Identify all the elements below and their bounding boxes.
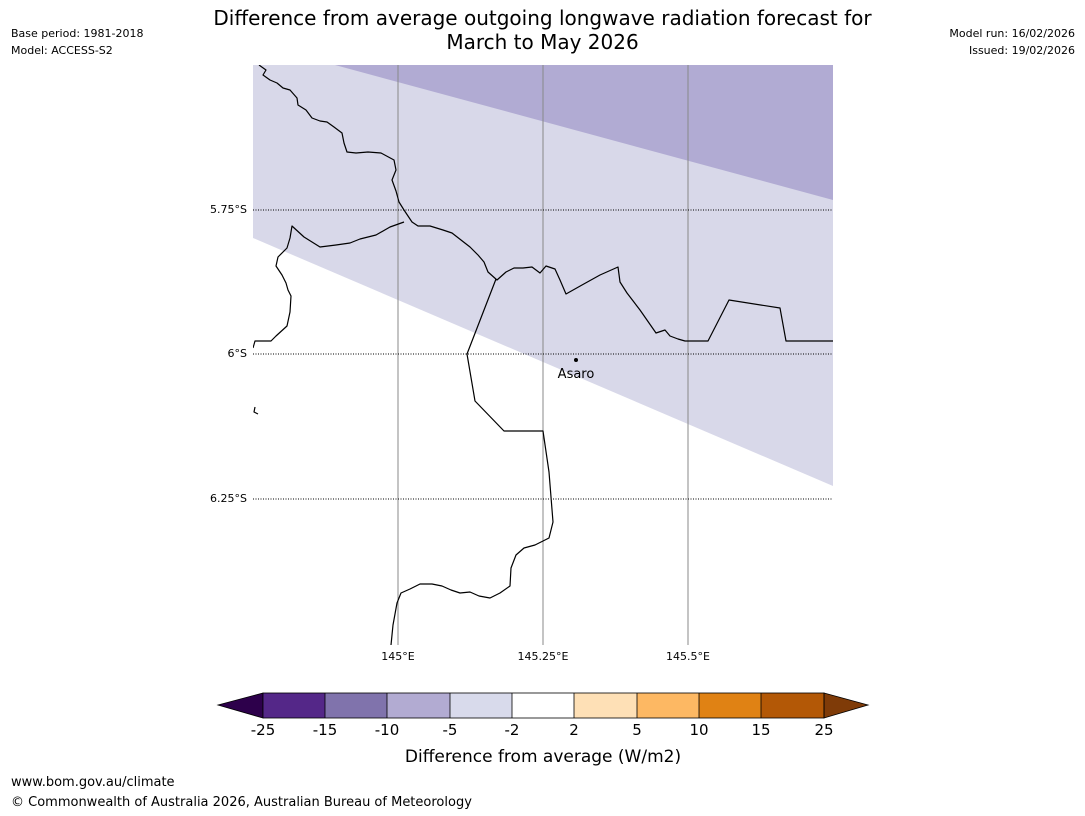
footer-copyright: © Commonwealth of Australia 2026, Austra… xyxy=(11,795,472,810)
asaro-location-label: Asaro xyxy=(558,367,595,382)
province-boundary-west xyxy=(253,221,405,349)
colorbar-legend: -25 -15 -10 -5 -2 2 5 10 15 25 Differenc… xyxy=(216,692,870,767)
longitude-label: 145.5°E xyxy=(666,650,710,663)
province-boundary-south xyxy=(390,278,554,645)
colorbar-segment xyxy=(637,693,699,718)
model-text: Model: ACCESS-S2 xyxy=(11,44,113,57)
colorbar-tick-label: 2 xyxy=(569,721,579,739)
colorbar-dividers xyxy=(324,693,762,718)
colorbar-segment xyxy=(512,693,574,718)
longitude-gridlines xyxy=(397,65,689,645)
colorbar-tick-label: -25 xyxy=(251,721,276,739)
colorbar-segment xyxy=(761,693,824,718)
colorbar-tick-label: 10 xyxy=(689,721,708,739)
colorbar-tick-label: -2 xyxy=(505,721,520,739)
colorbar-segment xyxy=(450,693,512,718)
colorbar-tick-label: -15 xyxy=(313,721,338,739)
issued-text: Issued: 19/02/2026 xyxy=(968,44,1075,57)
footer-url: www.bom.gov.au/climate xyxy=(11,775,175,790)
base-period-text: Base period: 1981-2018 xyxy=(11,27,144,40)
asaro-location-marker xyxy=(574,358,578,362)
latitude-gridlines xyxy=(253,209,833,500)
colorbar-segment xyxy=(699,693,761,718)
colorbar-segment xyxy=(387,693,450,718)
latitude-label: 5.75°S xyxy=(210,203,247,216)
anomaly-band-minus10-to-minus5 xyxy=(335,65,833,200)
model-run-text: Model run: 16/02/2026 xyxy=(949,27,1075,40)
map-title: Difference from average outgoing longwav… xyxy=(0,6,1085,54)
colorbar-tick-label: -10 xyxy=(375,721,400,739)
colorbar-extend-low xyxy=(216,692,264,719)
colorbar-outline xyxy=(262,692,825,719)
map-title-line-2: March to May 2026 xyxy=(446,30,639,54)
colorbar-tick-label: -5 xyxy=(443,721,458,739)
header-metadata-left: Base period: 1981-2018 Model: ACCESS-S2 xyxy=(11,25,143,59)
map-title-line-1: Difference from average outgoing longwav… xyxy=(213,6,872,30)
colorbar-segment xyxy=(574,693,637,718)
colorbar-segment xyxy=(325,693,387,718)
colorbar-extend-high xyxy=(823,692,870,719)
latitude-label: 6°S xyxy=(228,347,247,360)
longitude-label: 145.25°E xyxy=(518,650,569,663)
colorbar-title: Difference from average (W/m2) xyxy=(405,747,681,767)
colorbar-tick-label: 5 xyxy=(632,721,642,739)
province-boundary-fragment xyxy=(253,406,259,415)
province-boundaries xyxy=(253,65,833,645)
header-metadata-right: Model run: 16/02/2026 Issued: 19/02/2026 xyxy=(949,25,1075,59)
map-panel: Asaro 5.75°S 6°S 6.25°S 145°E 145.25°E 1… xyxy=(210,65,833,663)
colorbar-tick-label: 15 xyxy=(751,721,770,739)
colorbar-segment xyxy=(263,693,325,718)
colorbar-tick-label: 25 xyxy=(814,721,833,739)
latitude-label: 6.25°S xyxy=(210,492,247,505)
province-boundary-north xyxy=(258,65,833,342)
longitude-label: 145°E xyxy=(381,650,414,663)
